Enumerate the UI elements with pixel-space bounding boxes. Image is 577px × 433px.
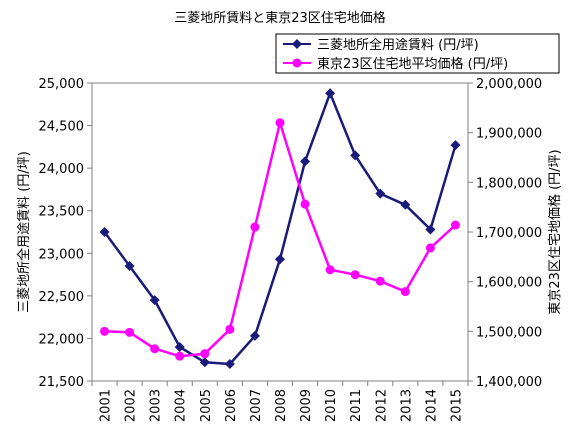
series-line-price — [104, 121, 457, 358]
left-tick-label: 23,500 — [39, 205, 85, 220]
data-point-price — [225, 324, 235, 334]
x-tick-label: 2002 — [124, 389, 139, 422]
data-point-price — [325, 265, 335, 275]
data-point-rent — [149, 295, 160, 306]
legend-label-rent: 三菱地所全用途賃料 (円/坪) — [317, 37, 479, 53]
x-tick-label: 2011 — [349, 389, 364, 422]
data-point-price — [350, 270, 360, 280]
left-tick-label: 22,000 — [39, 332, 85, 347]
right-tick-label: 2,000,000 — [476, 77, 542, 92]
right-tick-label: 1,800,000 — [476, 176, 542, 191]
data-point-rent — [325, 88, 336, 99]
data-point-price — [400, 287, 410, 297]
chart-title: 三菱地所賃料と東京23区住宅地価格 — [174, 10, 386, 26]
data-point-rent — [375, 188, 386, 199]
x-tick-label: 2013 — [399, 389, 414, 422]
left-tick-label: 25,000 — [39, 77, 85, 92]
x-tick-label: 2009 — [299, 389, 314, 422]
series-layer — [99, 88, 461, 369]
data-point-price — [375, 276, 385, 286]
data-point-price — [275, 118, 285, 128]
left-tick-label: 23,000 — [39, 247, 85, 262]
data-point-price — [200, 349, 210, 359]
left-axis: 21,500 22,000 22,500 23,000 23,500 24,000 24,5… — [39, 77, 92, 390]
legend: 三菱地所全用途賃料 (円/坪) 東京23区住宅地平均価格 (円/坪) — [275, 33, 560, 74]
data-point-rent — [224, 358, 235, 369]
data-point-rent — [425, 224, 436, 235]
x-tick-label: 2003 — [149, 389, 164, 422]
data-point-rent — [174, 341, 185, 352]
data-point-rent — [199, 357, 210, 368]
x-tick-label: 2015 — [449, 389, 464, 422]
left-tick-label: 21,500 — [39, 375, 85, 390]
x-tick-label: 2005 — [199, 389, 214, 422]
right-tick-label: 1,600,000 — [476, 276, 542, 291]
right-axis: 1,400,000 1,500,000 1,600,000 1,700,000 1,80… — [468, 77, 542, 390]
x-tick-label: 2007 — [249, 389, 264, 422]
data-point-rent — [300, 156, 311, 167]
data-point-rent — [275, 254, 285, 265]
y-axis-label-left: 三菱地所全用途賃料 (円/坪) — [16, 151, 32, 313]
x-tick-label: 2012 — [374, 389, 389, 422]
left-tick-label: 24,500 — [39, 120, 85, 135]
x-tick-label: 2008 — [274, 389, 289, 422]
x-tick-label: 2010 — [324, 389, 339, 422]
data-point-rent — [450, 140, 461, 151]
right-tick-label: 1,500,000 — [476, 325, 542, 340]
legend-label-price: 東京23区住宅地平均価格 (円/坪) — [317, 56, 508, 72]
data-point-price — [300, 199, 310, 209]
x-tick-label: 2014 — [424, 389, 439, 422]
data-point-price — [125, 327, 135, 337]
data-point-rent — [249, 330, 260, 341]
data-point-rent — [350, 150, 361, 161]
x-tick-label: 2001 — [99, 389, 114, 422]
right-tick-label: 1,900,000 — [476, 127, 542, 142]
data-point-rent — [99, 227, 110, 237]
y-axis-label-right: 東京23区住宅地価格 (円/坪) — [547, 149, 563, 314]
right-tick-label: 1,700,000 — [476, 226, 542, 241]
left-tick-label: 24,000 — [39, 162, 85, 177]
data-point-price — [175, 351, 185, 361]
data-point-price — [150, 344, 160, 354]
x-axis: 2001 2002 2003 2004 2005 2006 2007 2008 2009 2010… — [91, 381, 469, 422]
legend-box — [275, 33, 560, 74]
data-point-rent — [124, 261, 135, 272]
series-line-rent — [103, 91, 457, 366]
data-point-price — [100, 326, 110, 336]
left-tick-label: 22,500 — [39, 290, 85, 305]
x-tick-label: 2006 — [224, 389, 239, 422]
data-point-rent — [400, 199, 411, 210]
legend-marker-price — [292, 58, 302, 68]
data-point-price — [450, 220, 460, 230]
right-tick-label: 1,400,000 — [476, 375, 542, 390]
data-point-price — [250, 222, 260, 232]
legend-marker-rent — [292, 39, 302, 49]
x-tick-label: 2004 — [174, 389, 189, 422]
data-point-price — [425, 243, 435, 253]
